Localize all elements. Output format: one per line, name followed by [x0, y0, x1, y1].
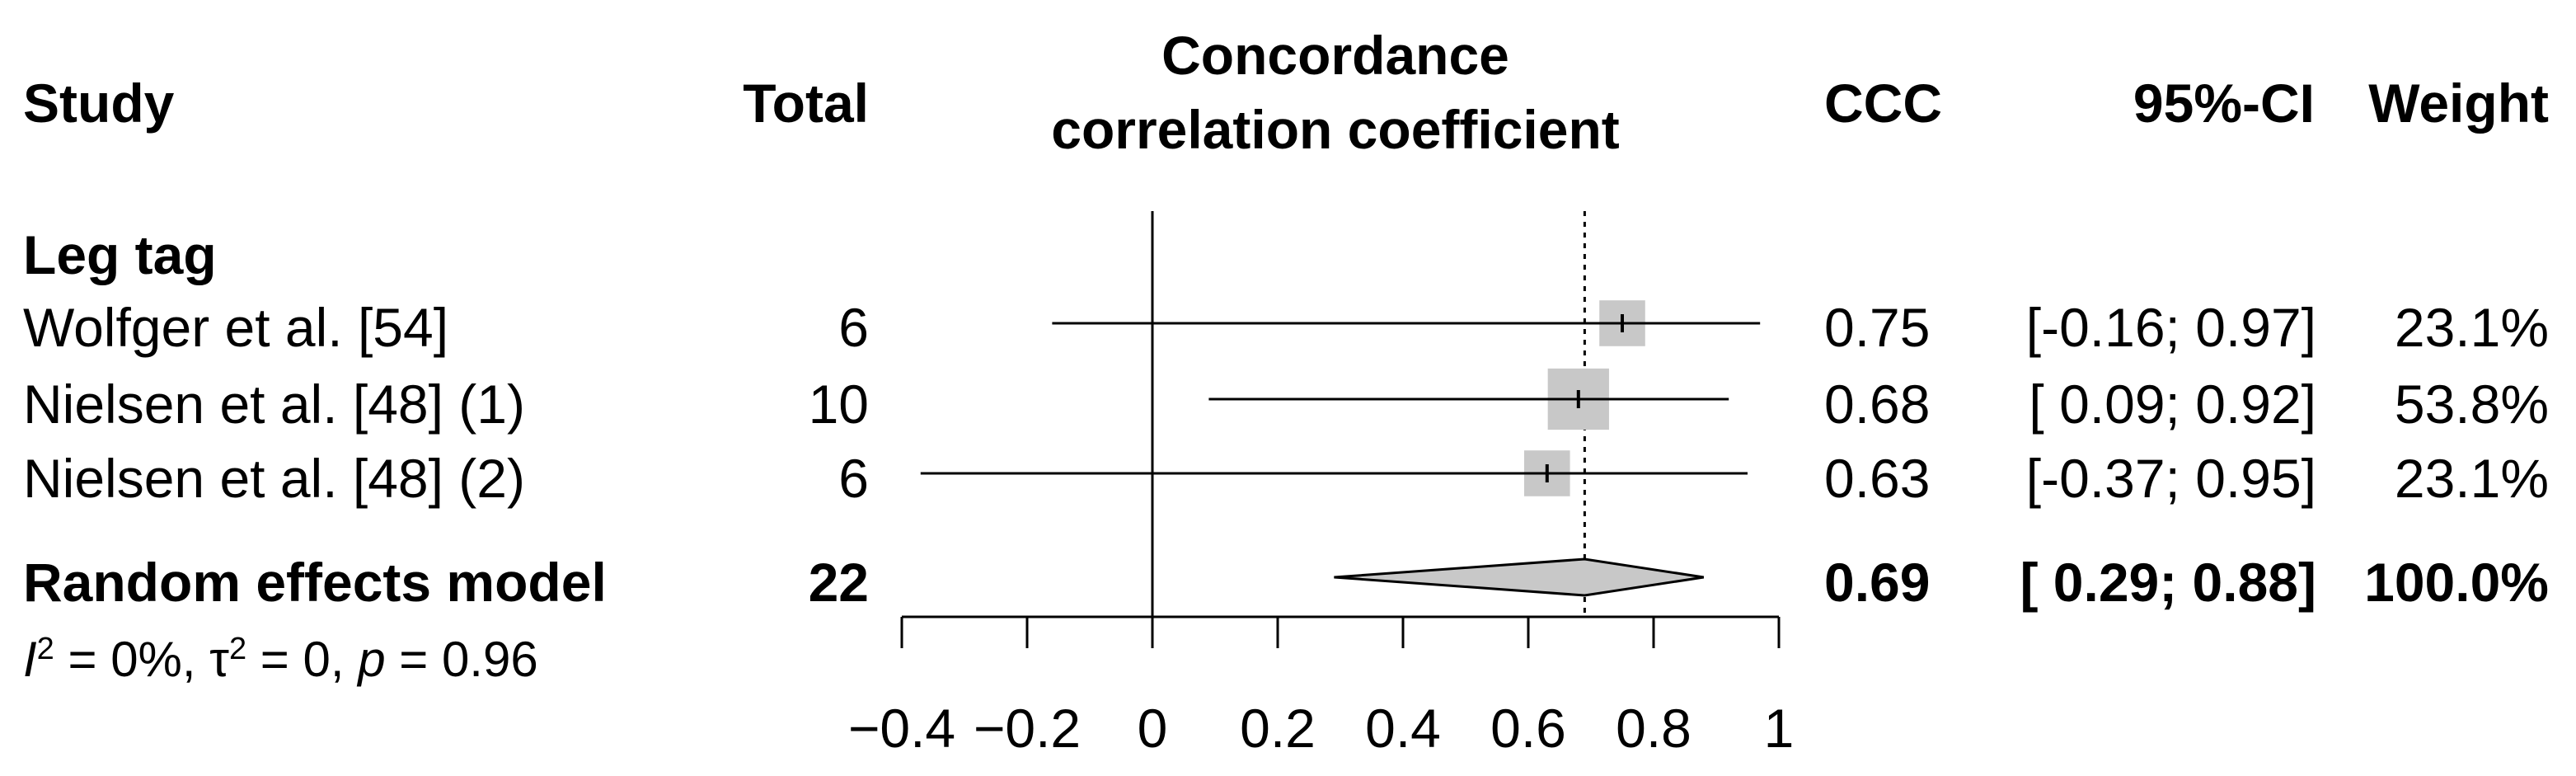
- x-axis-tick-label: −0.2: [974, 698, 1081, 759]
- tau-squared-label: τ: [209, 632, 229, 687]
- study-name: Nielsen et al. [48] (2): [23, 448, 525, 509]
- study-ccc: 0.63: [1824, 448, 1931, 509]
- x-axis-tick-label: 1: [1764, 698, 1795, 759]
- study-name: Wolfger et al. [54]: [23, 297, 449, 358]
- pooled-weight: 100.0%: [2364, 552, 2549, 613]
- study-ci: [-0.37; 0.95]: [2025, 448, 2316, 509]
- x-axis-tick-label: −0.4: [848, 698, 955, 759]
- heterogeneity-stats: I2 = 0%, τ2 = 0, p = 0.96: [23, 633, 538, 684]
- pooled-diamond: [1334, 557, 1705, 597]
- plot-title-line2: correlation coefficient: [1051, 99, 1620, 160]
- study-ci: [-0.16; 0.97]: [2025, 297, 2316, 358]
- header-weight: Weight: [2368, 73, 2549, 134]
- p-label: p: [358, 632, 386, 687]
- pooled-ci: [ 0.29; 0.88]: [2020, 552, 2316, 613]
- p-value: = 0.96: [385, 632, 538, 687]
- x-axis-tick-label: 0.2: [1240, 698, 1316, 759]
- study-name: Nielsen et al. [48] (1): [23, 374, 525, 435]
- i-squared-sup: 2: [36, 632, 54, 666]
- header-ci: 95%-CI: [2133, 73, 2315, 134]
- pooled-ccc: 0.69: [1824, 552, 1931, 613]
- study-ccc: 0.68: [1824, 374, 1931, 435]
- x-axis-tick-label: 0.4: [1365, 698, 1441, 759]
- header-ccc: CCC: [1824, 73, 1942, 134]
- study-ci: [ 0.09; 0.92]: [2029, 374, 2316, 435]
- i-squared-value: = 0%,: [54, 632, 210, 687]
- tau-squared-sup: 2: [228, 632, 247, 666]
- study-total: 6: [838, 448, 869, 509]
- study-weight: 53.8%: [2394, 374, 2549, 435]
- plot-title-line1: Concordance: [1161, 25, 1509, 86]
- pooled-total: 22: [808, 552, 869, 613]
- header-study: Study: [23, 73, 175, 134]
- pooled-name: Random effects model: [23, 552, 607, 613]
- study-total: 6: [838, 297, 869, 358]
- tau-squared-value: = 0,: [246, 632, 359, 687]
- x-axis-tick-label: 0.8: [1616, 698, 1692, 759]
- x-axis-tick-label: 0: [1138, 698, 1168, 759]
- study-total: 10: [808, 374, 869, 435]
- i-squared-label: I: [23, 632, 37, 687]
- study-ccc: 0.75: [1824, 297, 1931, 358]
- study-weight: 23.1%: [2394, 297, 2549, 358]
- subgroup-label: Leg tag: [23, 224, 217, 285]
- x-axis-tick-label: 0.6: [1490, 698, 1566, 759]
- header-total: Total: [743, 73, 869, 134]
- study-weight: 23.1%: [2394, 448, 2549, 509]
